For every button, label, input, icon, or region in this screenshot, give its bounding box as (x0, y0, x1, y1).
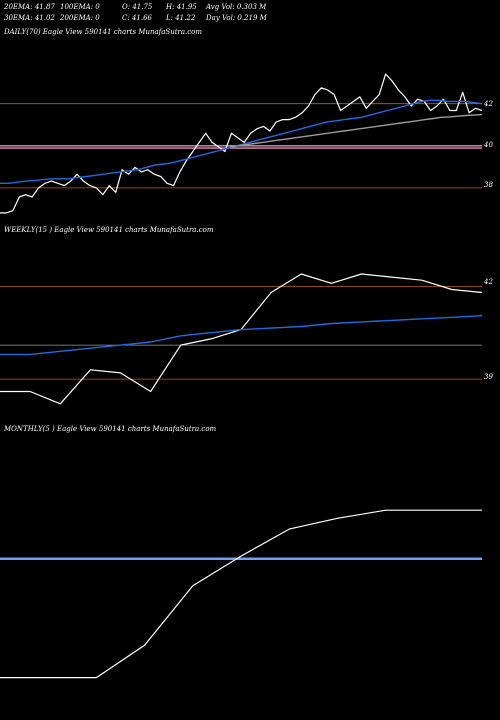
stat-200ema: 200EMA: 0 (59, 14, 100, 22)
stat-open: O: 41.75 (122, 3, 153, 11)
panel-2-series-price (0, 509, 482, 679)
weekly-tick-39: 39 (484, 373, 493, 381)
stat-close: C: 41.66 (122, 14, 153, 22)
stat-20ema: 20EMA: 41.87 (3, 3, 55, 11)
panel-weekly-label: WEEKLY(15 ) Eagle View 590141 charts Mun… (4, 226, 214, 234)
stat-day-vol: Day Vol: 0.219 M (205, 14, 268, 22)
stat-30ema: 30EMA: 41.02 (4, 14, 55, 22)
stat-low: L: 41.22 (165, 14, 196, 22)
chart-marks (0, 73, 483, 679)
panel-0-series-ema20 (229, 113, 483, 148)
header-stats: 20EMA: 41.87 100EMA: 0 O: 41.75 H: 41.95… (3, 3, 268, 22)
panel-0-series-ema30 (0, 99, 483, 185)
panel-1-series-ema30 (0, 315, 483, 356)
daily-tick-38: 38 (484, 181, 493, 189)
stat-100ema: 100EMA: 0 (60, 3, 100, 11)
panel-daily-label: DAILY(70) Eagle View 590141 charts Munaf… (3, 28, 202, 36)
stat-avg-vol: Avg Vol: 0.303 M (205, 3, 267, 11)
daily-tick-42: 42 (483, 100, 493, 108)
weekly-tick-42: 42 (483, 278, 493, 286)
stat-high: H: 41.95 (165, 3, 197, 11)
panel-monthly-label: MONTHLY(5 ) Eagle View 590141 charts Mun… (3, 425, 217, 433)
daily-tick-40: 40 (483, 141, 493, 149)
